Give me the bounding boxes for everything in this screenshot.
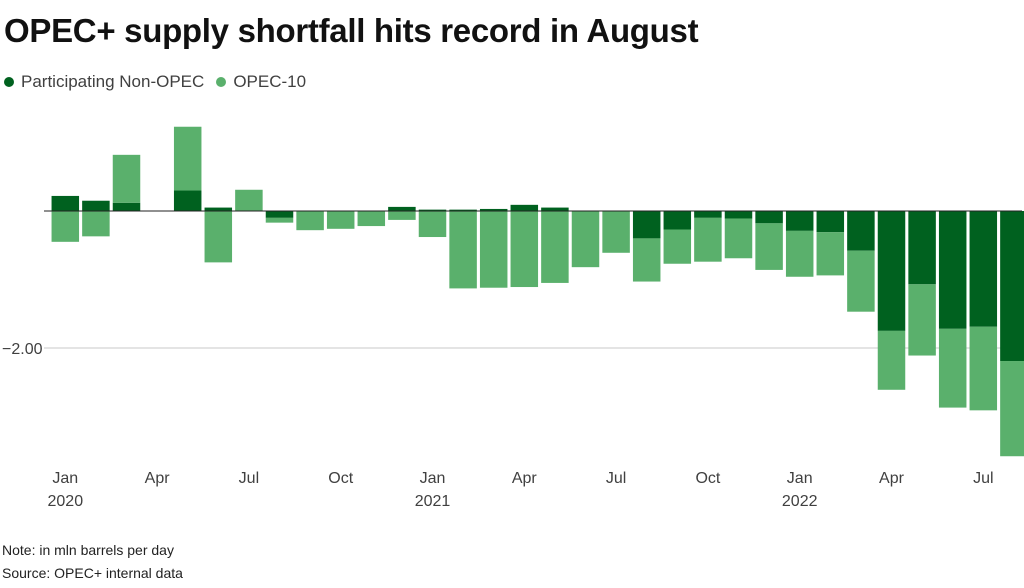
bar-non-opec: Mar 2020 Participating Non-OPEC: 0.12: [112, 202, 141, 211]
bar-non-opec: Aug 2020 Participating Non-OPEC: -0.1: [265, 211, 294, 218]
bar-opec-10: Jan 2021 OPEC-10: -0.38: [418, 211, 447, 238]
bar-opec-10: Feb 2021 OPEC-10: -1.13: [449, 211, 477, 289]
bar-non-opec: Feb 2022 Participating Non-OPEC: -0.31: [816, 211, 845, 233]
bar-opec-10: Sep 2021 OPEC-10: -0.5: [663, 229, 692, 264]
bar-non-opec: Apr 2022 Participating Non-OPEC: -1.75: [877, 211, 906, 331]
bar-opec-10: Jul 2021 OPEC-10: -0.61: [602, 211, 630, 253]
bar-non-opec: Jun 2020 Participating Non-OPEC: 0.05: [204, 207, 233, 211]
chart-title: OPEC+ supply shortfall hits record in Au…: [4, 12, 699, 49]
x-tick-label: Jan: [52, 470, 78, 487]
bar-opec-10: May 2021 OPEC-10: -1.05: [541, 211, 569, 283]
legend-label-opec-10: OPEC-10: [233, 72, 307, 91]
bar-opec-10: May 2022 OPEC-10: -1.04: [908, 284, 936, 356]
bar-non-opec: Oct 2021 Participating Non-OPEC: -0.1: [694, 211, 722, 218]
bar-opec-10: Feb 2022 OPEC-10: -0.63: [816, 232, 845, 276]
bar-non-opec: Jun 2022 Participating Non-OPEC: -1.72: [938, 211, 967, 329]
bar-non-opec: Dec 2020 Participating Non-OPEC: 0.06: [388, 206, 416, 211]
legend-swatch-non-opec: [4, 77, 14, 87]
bar-non-opec: Aug 2022 Participating Non-OPEC: -2.19: [1000, 211, 1024, 362]
bar-opec-10: Aug 2021 OPEC-10: -0.63: [632, 238, 661, 282]
bar-opec-10: Sep 2020 OPEC-10: -0.28: [296, 211, 324, 231]
legend-item-opec-10: OPEC-10: [216, 72, 306, 92]
bar-opec-10: Jul 2020 OPEC-10: 0.31: [235, 189, 263, 211]
bar-opec-10: Nov 2021 OPEC-10: -0.58: [724, 218, 753, 259]
bar-non-opec: Aug 2021 Participating Non-OPEC: -0.4: [632, 211, 661, 239]
bar-opec-10: Nov 2020 OPEC-10: -0.22: [357, 211, 386, 227]
bar-non-opec: Apr 2021 Participating Non-OPEC: 0.09: [510, 204, 539, 211]
x-tick-label: Jan: [787, 470, 813, 487]
chart-legend: Participating Non-OPEC OPEC-10: [4, 72, 318, 92]
chart-source: Source: OPEC+ internal data: [2, 565, 183, 581]
bar-non-opec: Jan 2022 Participating Non-OPEC: -0.29: [785, 211, 814, 231]
bar-non-opec: Jan 2020 Participating Non-OPEC: 0.22: [51, 195, 80, 211]
x-tick-label: Apr: [145, 470, 171, 487]
x-tick-label: Oct: [695, 470, 720, 487]
bar-non-opec: Mar 2022 Participating Non-OPEC: -0.58: [847, 211, 875, 251]
bar-opec-10: Jan 2020 OPEC-10: -0.45: [51, 211, 80, 242]
bar-non-opec: May 2021 Participating Non-OPEC: 0.05: [541, 207, 569, 211]
x-tick-year-label: 2020: [48, 493, 84, 510]
bar-non-opec: Feb 2020 Participating Non-OPEC: 0.15: [82, 200, 110, 211]
legend-label-non-opec: Participating Non-OPEC: [21, 72, 205, 91]
bar-opec-10: Apr 2021 OPEC-10: -1.11: [510, 211, 539, 288]
bar-opec-10: Mar 2021 OPEC-10: -1.12: [479, 211, 508, 288]
bar-opec-10: Dec 2021 OPEC-10: -0.68: [755, 223, 783, 270]
bar-opec-10: Jan 2022 OPEC-10: -0.67: [785, 230, 814, 277]
bar-opec-10: Mar 2020 OPEC-10: 0.7: [112, 154, 141, 203]
bar-opec-10: Aug 2022 OPEC-10: -1.39: [1000, 361, 1024, 457]
bar-non-opec: Jul 2022 Participating Non-OPEC: -1.69: [969, 211, 998, 327]
bar-opec-10: May 2020 OPEC-10: 0.93: [173, 126, 202, 191]
bar-non-opec: Feb 2021 Participating Non-OPEC: 0.02: [449, 209, 477, 211]
x-tick-label: Jul: [973, 470, 993, 487]
bar-opec-10: Jul 2022 OPEC-10: -1.22: [969, 326, 998, 411]
x-tick-label: Jan: [420, 470, 446, 487]
bar-non-opec: May 2020 Participating Non-OPEC: 0.3: [173, 190, 202, 211]
bar-opec-10: Aug 2020 OPEC-10: -0.07: [265, 217, 294, 223]
bar-non-opec: Dec 2021 Participating Non-OPEC: -0.18: [755, 211, 783, 224]
x-tick-label: Oct: [328, 470, 353, 487]
bar-opec-10: Feb 2020 OPEC-10: -0.37: [82, 211, 110, 237]
bar-non-opec: Mar 2021 Participating Non-OPEC: 0.03: [479, 208, 508, 211]
bar-non-opec: Jan 2021 Participating Non-OPEC: 0.02: [418, 209, 447, 211]
x-tick-label: Apr: [512, 470, 538, 487]
bar-opec-10: Oct 2021 OPEC-10: -0.64: [694, 217, 722, 262]
x-tick-label: Jul: [239, 470, 259, 487]
legend-item-non-opec: Participating Non-OPEC: [4, 72, 204, 92]
x-tick-year-label: 2021: [415, 493, 451, 510]
bar-opec-10: Oct 2020 OPEC-10: -0.26: [326, 211, 355, 229]
bar-opec-10: Jun 2020 OPEC-10: -0.75: [204, 211, 233, 263]
x-tick-label: Jul: [606, 470, 626, 487]
y-tick-label: −2.00: [2, 341, 43, 358]
bar-non-opec: Nov 2021 Participating Non-OPEC: -0.11: [724, 211, 753, 219]
bar-opec-10: Dec 2020 OPEC-10: -0.13: [388, 211, 416, 220]
bar-non-opec: Sep 2021 Participating Non-OPEC: -0.27: [663, 211, 692, 230]
x-tick-year-label: 2022: [782, 493, 818, 510]
legend-swatch-opec-10: [216, 77, 227, 87]
x-tick-label: Apr: [879, 470, 905, 487]
bar-opec-10: Jun 2022 OPEC-10: -1.15: [938, 328, 967, 408]
bar-opec-10: Jun 2021 OPEC-10: -0.82: [571, 211, 600, 268]
bar-opec-10: Apr 2022 OPEC-10: -0.86: [877, 330, 906, 390]
bar-non-opec: May 2022 Participating Non-OPEC: -1.07: [908, 211, 936, 285]
bar-opec-10: Mar 2022 OPEC-10: -0.89: [847, 250, 875, 312]
chart-note: Note: in mln barrels per day: [2, 542, 174, 558]
